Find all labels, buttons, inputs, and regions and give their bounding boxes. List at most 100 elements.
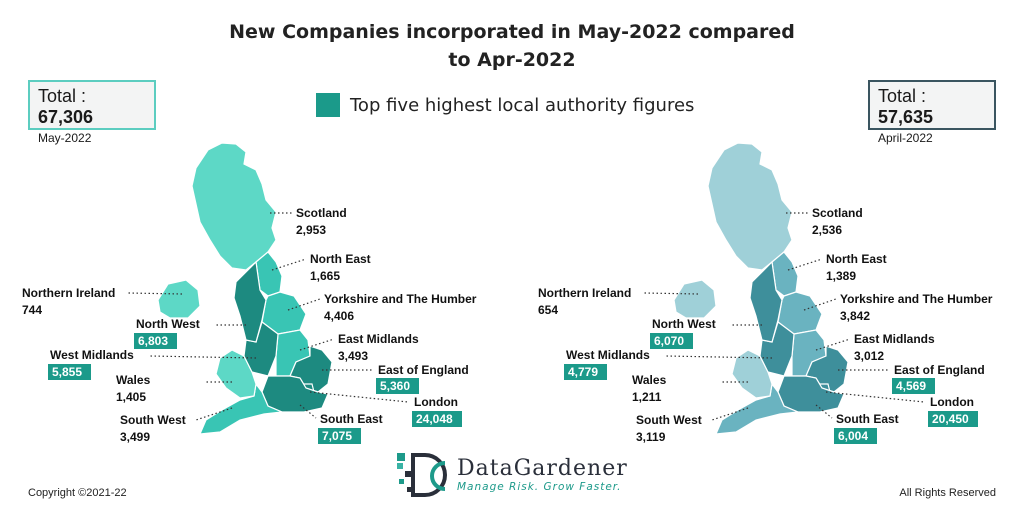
- region-value-east-midlands: 3,493: [338, 349, 368, 363]
- region-label-east-midlands: East Midlands: [338, 332, 419, 346]
- region-value-scotland: 2,953: [296, 223, 326, 237]
- region-label-north-west: North West: [652, 317, 716, 331]
- legend-swatch: [316, 93, 340, 117]
- region-value-south-east: 6,004: [838, 429, 868, 443]
- total-value: 67,306: [38, 107, 94, 127]
- leader-line: [299, 404, 317, 419]
- region-northern-ireland: [157, 279, 201, 319]
- region-label-north-east: North East: [310, 252, 371, 266]
- region-label-east-of-england: East of England: [894, 363, 985, 377]
- region-north-east: [771, 251, 799, 297]
- region-value-east-of-england: 5,360: [380, 379, 410, 393]
- region-label-london: London: [414, 395, 458, 409]
- region-value-east-of-england: 4,569: [896, 379, 926, 393]
- region-value-west-midlands: 5,855: [52, 365, 82, 379]
- region-value-northern-ireland: 654: [538, 303, 558, 317]
- leader-line: [803, 298, 837, 311]
- logo-mark-icon: [397, 453, 447, 497]
- region-label-northern-ireland: Northern Ireland: [22, 286, 115, 300]
- title-line-1: New Companies incorporated in May-2022 c…: [229, 21, 795, 43]
- total-prefix: Total :: [38, 86, 87, 106]
- region-value-yorkshire-and-the-humber: 3,842: [840, 309, 870, 323]
- region-north-west: [749, 260, 783, 343]
- leader-line: [815, 404, 833, 419]
- region-value-south-west: 3,499: [120, 430, 150, 444]
- region-value-south-west: 3,119: [636, 430, 666, 444]
- region-value-scotland: 2,536: [812, 223, 842, 237]
- total-box-may: Total : 67,306 May-2022: [28, 80, 156, 145]
- region-value-london: 20,450: [932, 412, 969, 426]
- leader-line: [309, 391, 409, 403]
- region-label-south-west: South West: [636, 413, 702, 427]
- region-scotland: [707, 142, 793, 271]
- region-value-london: 24,048: [416, 412, 453, 426]
- value-badge: [834, 428, 877, 444]
- total-box-april: Total : 57,635 April-2022: [868, 80, 996, 145]
- region-label-london: London: [930, 395, 974, 409]
- region-north-west: [233, 260, 267, 343]
- region-label-scotland: Scotland: [812, 206, 863, 220]
- value-badge: [928, 411, 978, 427]
- region-label-south-east: South East: [836, 412, 899, 426]
- region-wales: [731, 349, 773, 399]
- region-value-north-east: 1,665: [310, 269, 340, 283]
- leader-line: [287, 298, 321, 311]
- value-badge: [376, 378, 419, 394]
- region-label-west-midlands: West Midlands: [566, 348, 650, 362]
- leader-line: [643, 292, 699, 295]
- region-value-north-west: 6,803: [138, 334, 168, 348]
- region-value-west-midlands: 4,779: [568, 365, 598, 379]
- leader-line: [665, 355, 773, 359]
- region-value-south-east: 7,075: [322, 429, 352, 443]
- region-label-north-east: North East: [826, 252, 887, 266]
- total-prefix: Total :: [878, 86, 927, 106]
- datagardener-logo: DataGardener Manage Risk. Grow Faster.: [395, 449, 628, 501]
- region-label-yorkshire-and-the-humber: Yorkshire and The Humber: [324, 292, 477, 306]
- map-may-2022: Scotland 2,953 North East 1,665 Yorkshire an…: [22, 142, 477, 444]
- value-badge: [650, 333, 693, 349]
- region-label-yorkshire-and-the-humber: Yorkshire and The Humber: [840, 292, 993, 306]
- chart-title: New Companies incorporated in May-2022 c…: [0, 18, 1024, 74]
- region-label-northern-ireland: Northern Ireland: [538, 286, 631, 300]
- legend: Top five highest local authority figures: [316, 93, 694, 117]
- region-label-south-west: South West: [120, 413, 186, 427]
- region-value-wales: 1,211: [632, 390, 662, 404]
- region-label-south-east: South East: [320, 412, 383, 426]
- region-south-west: [715, 382, 801, 435]
- total-period: April-2022: [878, 131, 933, 145]
- region-value-northern-ireland: 744: [22, 303, 42, 317]
- value-badge: [48, 364, 91, 380]
- footer-copyright: Copyright ©2021-22: [28, 487, 127, 499]
- logo-name: DataGardener: [457, 456, 628, 481]
- region-north-east: [255, 251, 283, 297]
- total-period: May-2022: [38, 131, 92, 145]
- value-badge: [892, 378, 935, 394]
- region-value-north-east: 1,389: [826, 269, 856, 283]
- region-south-west: [199, 382, 285, 435]
- leader-line: [825, 391, 925, 403]
- footer-rights: All Rights Reserved: [899, 487, 996, 499]
- region-label-wales: Wales: [116, 373, 151, 387]
- region-value-wales: 1,405: [116, 390, 146, 404]
- region-label-west-midlands: West Midlands: [50, 348, 134, 362]
- region-value-north-west: 6,070: [654, 334, 684, 348]
- region-label-east-midlands: East Midlands: [854, 332, 935, 346]
- value-badge: [134, 333, 177, 349]
- region-wales: [215, 349, 257, 399]
- title-line-2: to Apr-2022: [448, 49, 576, 71]
- legend-label: Top five highest local authority figures: [350, 94, 695, 116]
- region-value-east-midlands: 3,012: [854, 349, 884, 363]
- logo-tagline: Manage Risk. Grow Faster.: [457, 481, 622, 493]
- region-label-wales: Wales: [632, 373, 667, 387]
- region-northern-ireland: [673, 279, 717, 319]
- region-value-yorkshire-and-the-humber: 4,406: [324, 309, 354, 323]
- region-scotland: [191, 142, 277, 271]
- leader-line: [149, 355, 257, 359]
- map-april-2022: Scotland 2,536 North East 1,389 Yorkshire an…: [538, 142, 993, 444]
- value-badge: [412, 411, 462, 427]
- total-value: 57,635: [878, 107, 934, 127]
- region-label-north-west: North West: [136, 317, 200, 331]
- region-label-scotland: Scotland: [296, 206, 347, 220]
- value-badge: [564, 364, 607, 380]
